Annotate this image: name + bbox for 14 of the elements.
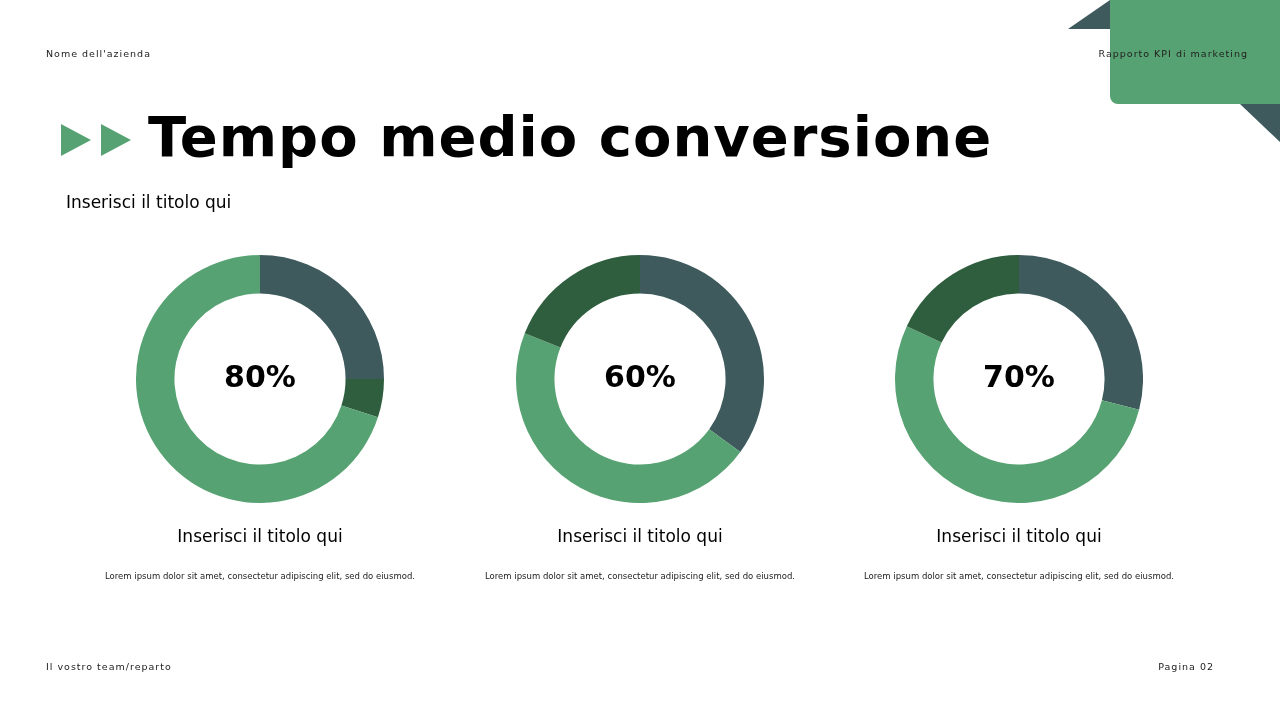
text: Inserisci il titolo qui bbox=[935, 526, 1103, 546]
text: Inserisci il titolo qui bbox=[556, 526, 724, 546]
text: Inserisci il titolo qui bbox=[176, 526, 344, 546]
text: Inserisci il titolo qui bbox=[66, 192, 232, 212]
text: 60% bbox=[604, 358, 676, 394]
text: Lorem ipsum dolor sit amet, consectetur adipiscing elit, sed do eiusmod. bbox=[104, 571, 416, 581]
text: 70% bbox=[983, 358, 1055, 394]
text: Nome dell'azienda bbox=[46, 48, 151, 59]
text: Lorem ipsum dolor sit amet, consectetur adipiscing elit, sed do eiusmod. bbox=[484, 571, 796, 581]
text: 80% bbox=[224, 358, 296, 394]
text: Tempo medio conversione bbox=[148, 104, 993, 169]
text: Il vostro team/reparto bbox=[46, 661, 172, 672]
text: Lorem ipsum dolor sit amet, consectetur adipiscing elit, sed do eiusmod. bbox=[863, 571, 1175, 581]
text: Pagina 02 bbox=[1158, 661, 1214, 672]
